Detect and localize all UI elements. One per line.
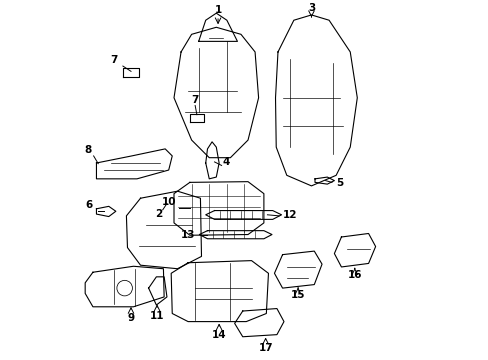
Text: 4: 4	[222, 157, 229, 167]
Text: 5: 5	[335, 178, 343, 188]
Polygon shape	[96, 149, 172, 179]
Polygon shape	[148, 277, 166, 305]
Polygon shape	[174, 27, 258, 158]
Polygon shape	[334, 234, 375, 267]
Text: 15: 15	[290, 289, 305, 300]
Polygon shape	[189, 114, 203, 122]
Polygon shape	[205, 142, 219, 179]
Text: 2: 2	[155, 209, 163, 219]
Polygon shape	[171, 261, 268, 321]
Text: 1: 1	[214, 5, 221, 15]
Polygon shape	[199, 231, 271, 239]
Polygon shape	[122, 68, 139, 77]
Text: 17: 17	[258, 343, 272, 354]
Polygon shape	[85, 266, 164, 307]
Text: 12: 12	[283, 210, 297, 220]
Polygon shape	[96, 206, 116, 217]
Polygon shape	[198, 13, 237, 41]
Text: 6: 6	[85, 199, 92, 210]
Text: 7: 7	[110, 55, 118, 65]
Circle shape	[117, 280, 132, 296]
Polygon shape	[126, 191, 201, 269]
Text: 8: 8	[84, 145, 91, 155]
Text: 3: 3	[307, 3, 314, 13]
Polygon shape	[275, 15, 357, 186]
Polygon shape	[274, 251, 322, 288]
Text: 13: 13	[181, 230, 195, 239]
Text: 9: 9	[127, 313, 134, 323]
Text: 16: 16	[347, 270, 361, 280]
Text: 11: 11	[149, 311, 164, 321]
Text: 14: 14	[211, 330, 226, 341]
Text: 7: 7	[191, 95, 199, 105]
Polygon shape	[174, 182, 264, 235]
Polygon shape	[234, 309, 284, 337]
Polygon shape	[314, 177, 334, 184]
Text: 10: 10	[161, 197, 176, 207]
Polygon shape	[205, 211, 281, 219]
